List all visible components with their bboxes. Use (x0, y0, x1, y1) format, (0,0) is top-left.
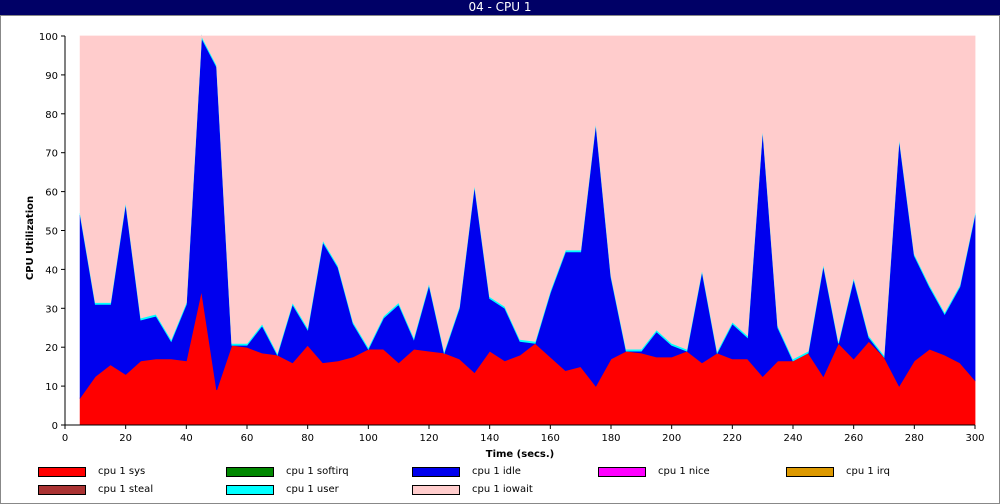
x-tick-label: 60 (241, 433, 254, 444)
y-tick-label: 50 (45, 227, 58, 238)
y-tick-label: 0 (52, 421, 58, 432)
y-tick-label: 70 (45, 149, 58, 160)
x-tick-label: 160 (541, 433, 560, 444)
y-tick-label: 100 (39, 32, 58, 43)
y-tick-label: 10 (45, 382, 58, 393)
legend-swatch (226, 485, 274, 495)
x-axis-label: Time (secs.) (486, 449, 555, 460)
legend-label: cpu 1 steal (98, 484, 154, 495)
legend-swatch (38, 467, 86, 477)
legend-swatch (412, 467, 460, 477)
x-tick-label: 40 (180, 433, 193, 444)
legend-label: cpu 1 idle (472, 466, 521, 477)
x-tick-label: 300 (965, 433, 984, 444)
legend-swatch (226, 467, 274, 477)
x-tick-label: 100 (359, 433, 378, 444)
window-title: 04 - CPU 1 (0, 0, 1000, 15)
x-tick-label: 220 (723, 433, 742, 444)
legend-label: cpu 1 softirq (286, 466, 349, 477)
y-tick-label: 30 (45, 304, 58, 315)
series-area-cpu-1-iowait (79, 34, 976, 360)
legend-label: cpu 1 iowait (472, 484, 533, 495)
y-tick-label: 20 (45, 343, 58, 354)
y-tick-label: 80 (45, 110, 58, 121)
y-tick-label: 40 (45, 265, 58, 276)
x-tick-label: 140 (480, 433, 499, 444)
y-axis-label: CPU Utilization (25, 196, 36, 280)
legend-swatch (38, 485, 86, 495)
x-tick-label: 180 (601, 433, 620, 444)
y-tick-label: 60 (45, 188, 58, 199)
legend-swatch (412, 485, 460, 495)
legend-label: cpu 1 irq (846, 466, 890, 477)
legend-label: cpu 1 sys (98, 466, 146, 477)
legend-swatch (598, 467, 646, 477)
axes: 0 10 20 30 40 50 60 70 80 90 100 0 20 40 60 80 100 120 140… (39, 32, 985, 444)
chart-legend: cpu 1 sys cpu 1 softirq cpu 1 idle cpu 1 ni… (0, 462, 1000, 504)
legend-label: cpu 1 user (286, 484, 339, 495)
legend-label: cpu 1 nice (658, 466, 710, 477)
x-tick-label: 200 (662, 433, 681, 444)
x-tick-label: 240 (783, 433, 802, 444)
x-tick-label: 80 (301, 433, 314, 444)
legend-swatch (786, 467, 834, 477)
x-tick-label: 20 (119, 433, 132, 444)
y-tick-label: 90 (45, 71, 58, 82)
x-tick-label: 120 (419, 433, 438, 444)
x-tick-label: 280 (905, 433, 924, 444)
x-tick-label: 260 (844, 433, 863, 444)
plot-region (79, 34, 976, 426)
x-tick-label: 0 (62, 433, 68, 444)
